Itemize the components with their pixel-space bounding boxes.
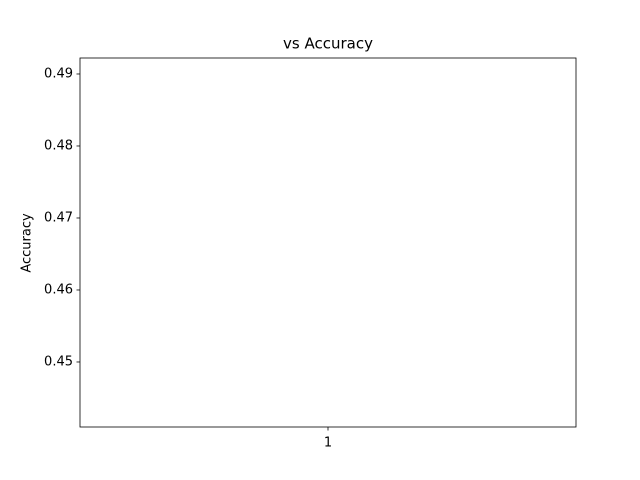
y-tick-label: 0.46 [44, 282, 73, 297]
y-tick-label: 0.47 [44, 210, 73, 225]
chart-title: vs Accuracy [283, 35, 373, 53]
plot-frame [79, 57, 577, 428]
y-tick-label: 0.49 [44, 66, 73, 81]
y-axis-label: Accuracy [20, 213, 35, 273]
x-tick-label: 1 [324, 436, 332, 451]
y-tick-label: 0.45 [44, 354, 73, 369]
y-tick-label: 0.48 [44, 138, 73, 153]
